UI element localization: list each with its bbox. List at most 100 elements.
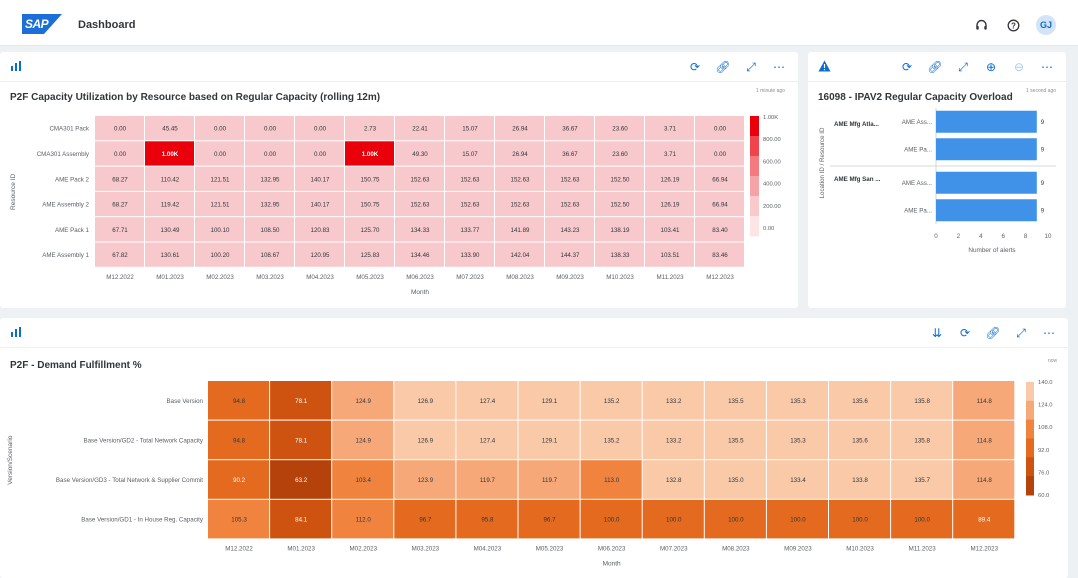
heatmap-cell <box>456 420 518 460</box>
heatmap-cell <box>195 116 244 141</box>
cell-label: 100.20 <box>211 252 230 259</box>
legend-swatch <box>750 156 759 177</box>
cell-label: 0.00 <box>714 151 727 158</box>
heatmap-cell <box>332 499 394 539</box>
x-tick-label: 10 <box>1045 233 1052 240</box>
legend-label: 600.00 <box>763 159 781 165</box>
heatmap-cell <box>445 217 494 242</box>
heatmap-cell <box>829 460 891 499</box>
cell-label: 152.50 <box>611 202 630 209</box>
heatmap-cell <box>545 242 594 267</box>
fullscreen-icon[interactable]: ⤢ <box>1016 325 1026 340</box>
cell-label: 152.63 <box>561 202 580 209</box>
heatmap-cell <box>95 141 144 166</box>
card-toolbar: ⇊ ⟳ 🔗︎ ⤢ ⋯ <box>0 318 1068 348</box>
x-tick-label: 8 <box>1024 233 1028 240</box>
cell-label: 67.71 <box>112 227 128 234</box>
zoom-out-icon: ⊖ <box>1013 60 1025 74</box>
heatmap-cell <box>456 381 518 420</box>
x-tick-label: M04.2023 <box>306 274 334 281</box>
x-tick-label: M01.2023 <box>156 274 184 281</box>
cell-label: 0.00 <box>214 126 227 133</box>
heatmap-cell <box>766 420 828 460</box>
fullscreen-icon[interactable]: ⤢ <box>958 59 968 74</box>
cell-label: 126.19 <box>661 202 680 209</box>
cell-label: 96.7 <box>419 517 432 524</box>
cell-label: 3.71 <box>664 151 677 158</box>
cell-label: 90.2 <box>233 477 246 484</box>
more-icon[interactable]: ⋯ <box>1043 326 1055 340</box>
heatmap-cell <box>953 499 1015 539</box>
cell-label: 94.8 <box>233 437 246 444</box>
cell-label: 135.6 <box>852 437 868 444</box>
heatmap-cell <box>95 217 144 242</box>
demand-heatmap: Base Version 94.8 78.1 124.9 126.9 127.4 129.1… <box>7 380 1053 567</box>
help-icon[interactable]: ? <box>1004 16 1022 34</box>
bar-value-label: 9 <box>1041 208 1045 214</box>
legend-swatch <box>750 116 759 137</box>
heatmap-cell <box>695 166 744 191</box>
x-tick-label: 2 <box>957 233 961 240</box>
bar <box>936 138 1037 161</box>
headset-icon[interactable] <box>972 16 990 34</box>
row-label: AME Assembly 2 <box>42 202 89 209</box>
chart-type-icon[interactable] <box>10 60 22 75</box>
heatmap-cell <box>829 420 891 460</box>
heatmap-cell <box>345 116 394 141</box>
x-tick-label: M12.2023 <box>706 274 734 281</box>
cell-label: 84.1 <box>295 517 308 524</box>
heatmap-cell <box>95 166 144 191</box>
heatmap-cell <box>518 499 580 539</box>
fullscreen-icon[interactable]: ⤢ <box>746 59 756 74</box>
heatmap-cell <box>145 116 194 141</box>
heatmap-cell <box>394 381 456 420</box>
x-tick-label: M11.2023 <box>909 545 937 552</box>
heatmap-cell <box>245 217 294 242</box>
more-icon[interactable]: ⋯ <box>1041 60 1053 74</box>
link-icon[interactable]: 🔗︎ <box>985 326 1001 340</box>
heatmap-cell <box>245 242 294 267</box>
chart-type-icon[interactable] <box>10 326 22 341</box>
heatmap-cell <box>766 381 828 420</box>
refresh-icon[interactable]: ⟳ <box>959 326 971 340</box>
cell-label: 150.75 <box>361 202 380 209</box>
cell-label: 123.9 <box>418 477 434 484</box>
legend-label: 92.0 <box>1038 448 1049 454</box>
cell-label: 135.6 <box>852 398 868 405</box>
heatmap-cell <box>245 191 294 217</box>
link-icon[interactable]: 🔗︎ <box>927 60 943 74</box>
zoom-in-icon[interactable]: ⊕ <box>985 60 997 74</box>
x-tick-label: M12.2023 <box>970 545 998 552</box>
drill-down-icon[interactable]: ⇊ <box>931 326 943 340</box>
row-label: AME Pack 2 <box>55 176 90 183</box>
cell-label: 36.67 <box>562 126 578 133</box>
sap-logo[interactable]: SAP <box>22 14 62 34</box>
cell-label: 121.51 <box>211 176 230 183</box>
refresh-icon[interactable]: ⟳ <box>689 60 701 74</box>
cell-label: 152.63 <box>561 176 580 183</box>
refresh-icon[interactable]: ⟳ <box>901 60 913 74</box>
heatmap-cell <box>495 191 544 217</box>
warning-icon[interactable] <box>818 60 831 75</box>
updated-timestamp: 1 second ago <box>1026 88 1057 94</box>
cell-label: 129.1 <box>542 398 558 405</box>
heatmap-cell <box>295 242 344 267</box>
x-tick-label: M06.2023 <box>406 274 434 281</box>
legend-label: 140.0 <box>1038 380 1053 386</box>
cell-label: 100.0 <box>604 517 620 524</box>
x-axis-label: Number of alerts <box>968 247 1015 254</box>
heatmap-cell <box>445 242 494 267</box>
legend-label: 800.00 <box>763 137 781 143</box>
cell-label: 125.83 <box>361 252 380 259</box>
x-axis-label: Month <box>411 289 429 296</box>
capacity-heatmap: CMA301 Pack 0.00 45.45 0.00 0.00 0.00 2.73 22.4… <box>10 115 781 296</box>
heatmap-cell <box>394 460 456 499</box>
heatmap-cell <box>345 242 394 267</box>
x-tick-label: M12.2022 <box>106 274 134 281</box>
cell-label: 1.00K <box>362 151 379 158</box>
more-icon[interactable]: ⋯ <box>773 60 785 74</box>
cell-label: 26.94 <box>512 151 528 158</box>
heatmap-cell <box>953 460 1015 499</box>
link-icon[interactable]: 🔗︎ <box>715 60 731 74</box>
user-avatar[interactable]: GJ <box>1036 15 1056 35</box>
